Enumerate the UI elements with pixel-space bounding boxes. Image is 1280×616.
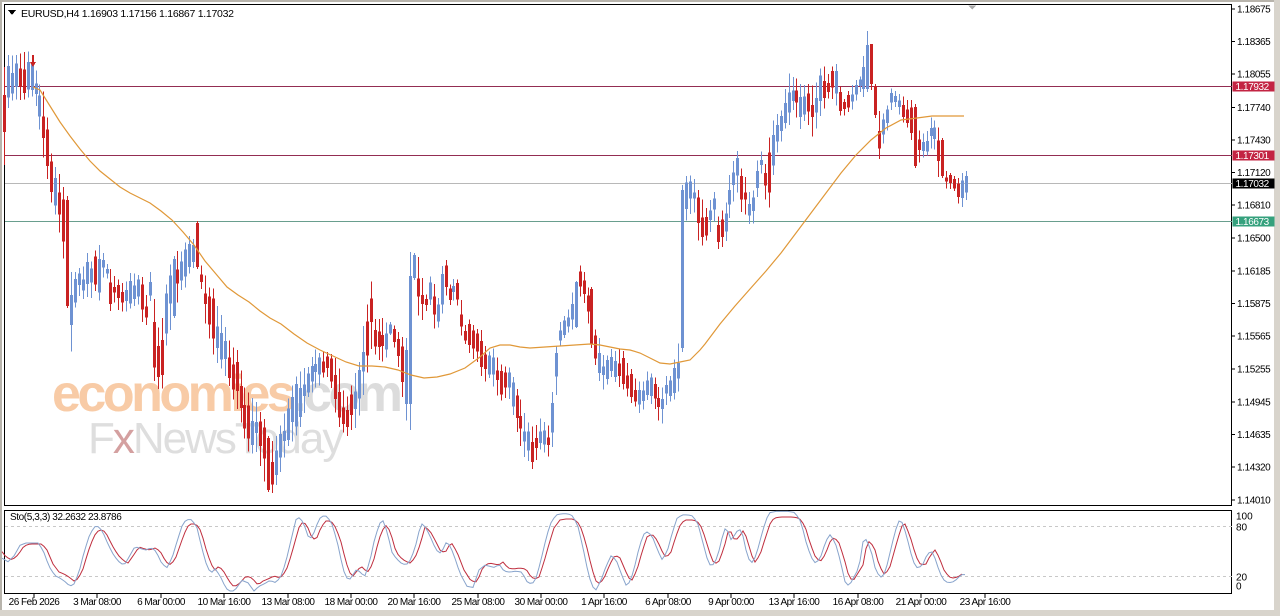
svg-text:1.17430: 1.17430 [1237,136,1271,147]
svg-text:1.18675: 1.18675 [1237,5,1271,16]
svg-text:1.15255: 1.15255 [1237,364,1271,375]
svg-text:1.17740: 1.17740 [1237,103,1271,114]
svg-text:30 Mar 00:00: 30 Mar 00:00 [515,597,569,608]
svg-text:13 Apr 16:00: 13 Apr 16:00 [769,597,821,608]
svg-text:1.17301: 1.17301 [1236,151,1270,162]
svg-text:FxNewsToday: FxNewsToday [88,414,344,463]
svg-text:1.18055: 1.18055 [1237,70,1271,81]
svg-text:18 Mar 00:00: 18 Mar 00:00 [325,597,379,608]
svg-text:21 Apr 00:00: 21 Apr 00:00 [896,597,948,608]
svg-text:100: 100 [1236,512,1253,523]
svg-text:80: 80 [1236,523,1248,534]
svg-text:13 Mar 08:00: 13 Mar 08:00 [262,597,316,608]
svg-text:16 Apr 08:00: 16 Apr 08:00 [833,597,885,608]
svg-text:20: 20 [1236,573,1248,584]
svg-text:1.16810: 1.16810 [1237,201,1271,212]
svg-text:Sto(5,3,3) 32.2632 23.8786: Sto(5,3,3) 32.2632 23.8786 [10,512,122,523]
svg-text:1.14635: 1.14635 [1237,430,1271,441]
svg-text:1.17932: 1.17932 [1236,82,1270,93]
svg-text:6 Apr 08:00: 6 Apr 08:00 [645,597,692,608]
svg-text:20 Mar 16:00: 20 Mar 16:00 [388,597,442,608]
svg-text:1.16185: 1.16185 [1237,267,1271,278]
svg-text:26 Feb 2026: 26 Feb 2026 [9,597,61,608]
svg-text:1.16673: 1.16673 [1236,217,1270,228]
svg-text:23 Apr 16:00: 23 Apr 16:00 [960,597,1012,608]
svg-text:1.14945: 1.14945 [1237,397,1271,408]
svg-text:3 Mar 08:00: 3 Mar 08:00 [73,597,122,608]
svg-text:1.15875: 1.15875 [1237,299,1271,310]
svg-text:1.17032: 1.17032 [1236,179,1270,190]
svg-text:1.14010: 1.14010 [1237,496,1271,507]
svg-text:1.14320: 1.14320 [1237,463,1271,474]
svg-text:1 Apr 16:00: 1 Apr 16:00 [581,597,628,608]
svg-text:1.18365: 1.18365 [1237,37,1271,48]
svg-text:1.17120: 1.17120 [1237,168,1271,179]
svg-text:0: 0 [1236,582,1242,593]
svg-text:6 Mar 00:00: 6 Mar 00:00 [137,597,186,608]
svg-text:1.15565: 1.15565 [1237,332,1271,343]
svg-text:25 Mar 08:00: 25 Mar 08:00 [452,597,506,608]
svg-text:EURUSD,H4 1.16903 1.17156 1.1: EURUSD,H4 1.16903 1.17156 1.16867 1.1703… [21,8,234,20]
svg-text:1.16500: 1.16500 [1237,233,1271,244]
svg-text:10 Mar 16:00: 10 Mar 16:00 [198,597,252,608]
svg-text:9 Apr 00:00: 9 Apr 00:00 [708,597,755,608]
